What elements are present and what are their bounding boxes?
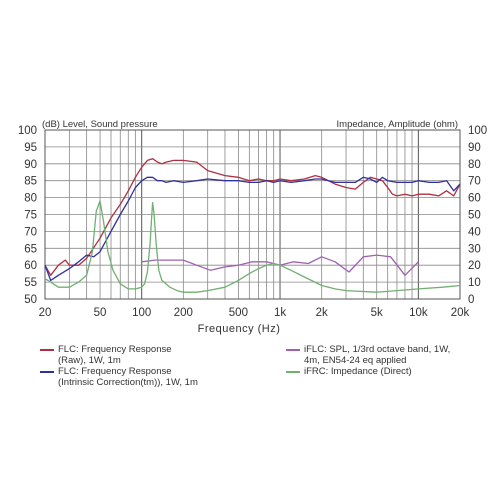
left-tick-label: 60 — [24, 260, 37, 272]
left-tick-label: 75 — [24, 210, 37, 222]
legend-swatch-intrinsic — [40, 371, 54, 373]
series-layer — [44, 158, 461, 293]
legend-spl-line2: 4m, EN54-24 eq applied — [304, 355, 407, 366]
right-tick-label: 10 — [468, 277, 481, 289]
legend-impedance-line1: iFRC: Impedance (Direct) — [304, 366, 412, 377]
frequency-response-chart: 50 55 60 65 70 75 80 85 90 95 100 0 10 20 30 40 50 60 70 8… — [18, 119, 487, 335]
right-tick-label: 40 — [468, 226, 481, 238]
legend-intrinsic-line1: FLC: Frequency Response — [58, 366, 172, 377]
right-tick-label: 0 — [468, 294, 474, 306]
left-tick-label: 55 — [24, 277, 37, 289]
right-tick-label: 90 — [468, 142, 481, 154]
legend-swatch-spl — [286, 349, 300, 351]
left-tick-label: 50 — [24, 294, 37, 306]
left-tick-label: 100 — [18, 125, 37, 137]
legend-swatch-impedance — [286, 371, 300, 373]
series-intrinsic-line — [44, 176, 461, 282]
x-tick-label: 5k — [371, 307, 383, 319]
x-tick-label: 10k — [409, 307, 428, 319]
legend-swatch-raw — [40, 349, 54, 351]
x-tick-label: 50 — [94, 307, 107, 319]
left-tick-label: 95 — [24, 142, 37, 154]
x-tick-label: 20k — [451, 307, 470, 319]
right-tick-label: 50 — [468, 210, 481, 222]
legend-spl-line1: iFLC: SPL, 1/3rd octave band, 1W, — [304, 344, 451, 355]
right-tick-label: 30 — [468, 243, 481, 255]
series-impedance-line — [44, 200, 461, 293]
x-axis-label: Frequency (Hz) — [198, 323, 281, 335]
legend: FLC: Frequency Response (Raw), 1W, 1m FLC… — [0, 340, 500, 400]
right-tick-label: 20 — [468, 260, 481, 272]
left-axis-label: (dB) Level, Sound pressure — [42, 119, 158, 130]
left-tick-label: 90 — [24, 159, 37, 171]
x-axis-ticks: 20 50 100 200 500 1k 2k 5k 10k 20k — [39, 307, 470, 319]
series-raw-line — [44, 158, 461, 276]
left-tick-label: 80 — [24, 193, 37, 205]
legend-intrinsic-line2: (Intrinsic Correction(tm)), 1W, 1m — [58, 377, 198, 388]
x-tick-label: 2k — [316, 307, 328, 319]
right-tick-label: 100 — [468, 125, 487, 137]
x-tick-label: 100 — [132, 307, 151, 319]
right-tick-label: 80 — [468, 159, 481, 171]
chart-grid — [44, 129, 461, 300]
right-axis-ticks: 0 10 20 30 40 50 60 70 80 90 100 — [468, 125, 487, 306]
left-tick-label: 85 — [24, 176, 37, 188]
x-tick-label: 20 — [39, 307, 52, 319]
legend-raw-line1: FLC: Frequency Response — [58, 344, 172, 355]
left-axis-ticks: 50 55 60 65 70 75 80 85 90 95 100 — [18, 125, 37, 306]
right-axis-label: Impedance, Amplitude (ohm) — [337, 119, 458, 130]
right-tick-label: 70 — [468, 176, 481, 188]
x-tick-label: 200 — [174, 307, 193, 319]
left-tick-label: 65 — [24, 243, 37, 255]
legend-raw-line2: (Raw), 1W, 1m — [58, 355, 121, 366]
x-tick-label: 1k — [274, 307, 286, 319]
right-tick-label: 60 — [468, 193, 481, 205]
left-tick-label: 70 — [24, 226, 37, 238]
x-tick-label: 500 — [229, 307, 248, 319]
plot-frame — [44, 129, 461, 300]
